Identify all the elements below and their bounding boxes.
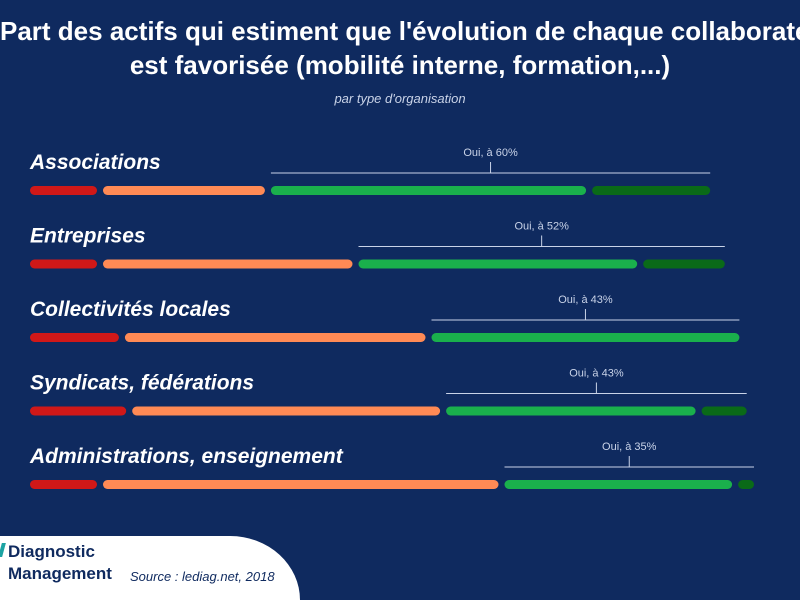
chart-title: Part des actifs qui estiment que l'évolu… — [0, 14, 800, 82]
oui-annotation: Oui, à 43% — [569, 368, 624, 380]
bar-segment — [30, 186, 97, 195]
oui-annotation: Oui, à 43% — [558, 294, 613, 306]
bar-segment — [132, 406, 441, 416]
bar-segment — [504, 480, 733, 489]
bar-segment — [103, 186, 265, 195]
bar-segment — [592, 186, 711, 195]
bar-segment — [30, 406, 127, 416]
brand-line-1: Diagnostic — [8, 542, 95, 561]
bar-segment — [270, 186, 587, 195]
brand-line-2: Management — [8, 564, 112, 583]
chart-subtitle: par type d'organisation — [334, 91, 466, 106]
category-label: Syndicats, fédérations — [30, 372, 254, 395]
footer-panel — [0, 536, 300, 600]
oui-annotation: Oui, à 52% — [514, 221, 569, 233]
bar-segment — [30, 259, 97, 269]
bar-segment — [431, 333, 740, 342]
bar-segment — [643, 259, 725, 269]
oui-annotation: Oui, à 35% — [602, 441, 657, 453]
bar-segment — [124, 333, 426, 342]
category-label: Collectivités locales — [30, 298, 231, 321]
title-line-1: Part des actifs qui estiment que l'évolu… — [0, 16, 800, 46]
source-note: Source : lediag.net, 2018 — [130, 569, 275, 584]
category-label: Associations — [29, 151, 161, 174]
bar-segment — [30, 333, 119, 342]
category-label: Administrations, enseignement — [29, 445, 344, 468]
bar-segment — [358, 259, 638, 269]
oui-annotation: Oui, à 60% — [463, 147, 518, 159]
bar-segment — [103, 480, 499, 489]
category-label: Entreprises — [30, 225, 146, 248]
brand-logo: Diagnostic Management — [8, 541, 112, 585]
title-line-2: est favorisée (mobilité interne, formati… — [129, 50, 671, 80]
bar-segment — [103, 259, 353, 269]
bar-segment — [701, 406, 747, 416]
bar-segment — [30, 480, 97, 489]
bar-segment — [446, 406, 696, 416]
bar-segment — [738, 480, 754, 489]
